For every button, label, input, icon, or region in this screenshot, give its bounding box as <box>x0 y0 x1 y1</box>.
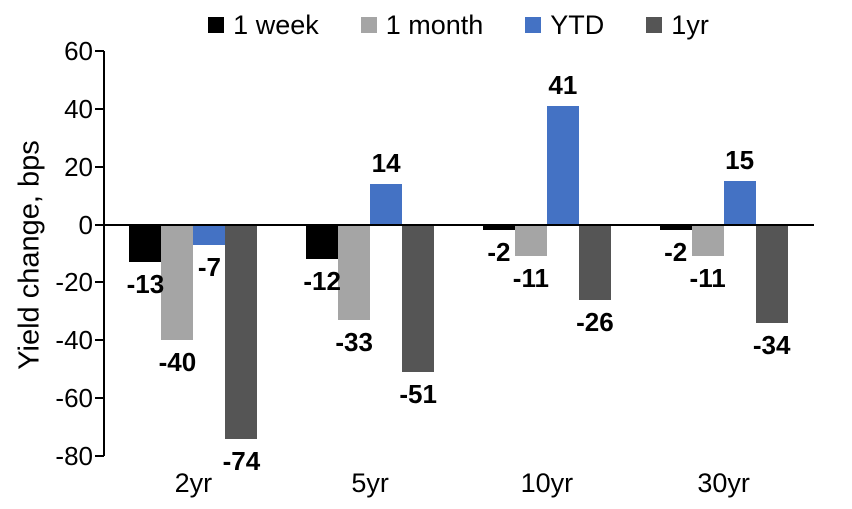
bar-5yr-1-month <box>338 224 371 321</box>
bar-10yr-1yr <box>578 224 611 300</box>
y-axis-tick-label: -20 <box>55 267 93 298</box>
legend-swatch-icon <box>360 17 377 33</box>
bar-5yr-1-week <box>306 224 339 260</box>
bar-value-label: -33 <box>335 327 373 358</box>
y-axis-tick <box>95 339 104 342</box>
bar-30yr-1-week <box>659 224 692 231</box>
legend-item-ytd: YTD <box>525 9 605 40</box>
bar-5yr-1yr <box>402 224 435 373</box>
legend: 1 week 1 month YTD 1yr <box>105 6 812 44</box>
bar-30yr-1-month <box>691 224 724 257</box>
y-axis-tick <box>95 455 104 457</box>
y-axis-tick <box>95 50 104 52</box>
y-axis-tick <box>95 397 104 400</box>
bar-value-label: -7 <box>197 251 221 282</box>
y-axis-tick-label: -40 <box>55 325 93 356</box>
y-axis-tick-label: -80 <box>55 441 93 471</box>
bar-value-label: -11 <box>512 263 549 294</box>
bar-30yr-ytd <box>723 181 756 225</box>
y-axis-tick <box>95 281 104 284</box>
y-axis-tick <box>95 107 104 110</box>
y-axis-tick-label: 40 <box>64 93 93 124</box>
bar-value-label: -40 <box>158 347 197 378</box>
legend-swatch-icon <box>208 17 225 33</box>
bar-value-label: 14 <box>371 148 401 179</box>
legend-swatch-icon <box>525 17 542 33</box>
bar-10yr-1-week <box>482 224 515 231</box>
bar-value-label: -34 <box>752 329 791 360</box>
legend-label: 1 month <box>385 9 484 40</box>
bar-value-label: -13 <box>126 269 165 300</box>
bar-value-label: -26 <box>576 306 614 337</box>
y-axis-tick-label: 0 <box>78 209 93 240</box>
y-axis-tick-label: 20 <box>64 151 93 182</box>
legend-item-1-month: 1 month <box>360 9 484 40</box>
legend-swatch-icon <box>646 17 663 33</box>
bar-2yr-ytd <box>193 224 226 245</box>
bar-value-label: -2 <box>487 237 511 268</box>
bar-value-label: -74 <box>222 445 261 476</box>
category-label-2yr: 2yr <box>174 468 213 498</box>
category-label-10yr: 10yr <box>520 468 574 498</box>
category-label-5yr: 5yr <box>351 468 389 498</box>
y-axis-line <box>103 51 105 456</box>
category-label-30yr: 30yr <box>697 468 750 498</box>
bar-value-label: -12 <box>303 266 341 297</box>
bar-30yr-1yr <box>755 224 788 323</box>
bar-value-label: -11 <box>689 263 726 294</box>
legend-item-1yr: 1yr <box>646 9 709 40</box>
bar-2yr-1-month <box>161 224 194 341</box>
legend-label: 1yr <box>671 9 709 40</box>
bar-value-label: 41 <box>548 69 578 100</box>
bar-10yr-1-month <box>514 224 547 257</box>
y-axis-tick <box>95 223 104 226</box>
bar-10yr-ytd <box>546 105 579 225</box>
bar-2yr-1yr <box>225 224 258 439</box>
y-axis-tick <box>95 165 104 168</box>
bar-value-label: -2 <box>664 237 688 268</box>
legend-label: YTD <box>550 9 605 40</box>
legend-label: 1 week <box>233 9 319 40</box>
bar-value-label: 15 <box>725 145 755 176</box>
bar-value-label: -51 <box>399 379 437 410</box>
legend-item-1-week: 1 week <box>208 9 319 40</box>
y-axis-tick-label: -60 <box>55 383 93 414</box>
y-axis-tick-label: 60 <box>64 36 93 66</box>
bar-5yr-ytd <box>370 184 403 225</box>
plot-area: 60 40 20 0 -20 -40 -60 -80 -13 -40 -7 -74 -12 -33 14 -… <box>55 38 814 498</box>
zero-baseline <box>103 223 814 226</box>
bar-2yr-1-week <box>129 224 162 263</box>
